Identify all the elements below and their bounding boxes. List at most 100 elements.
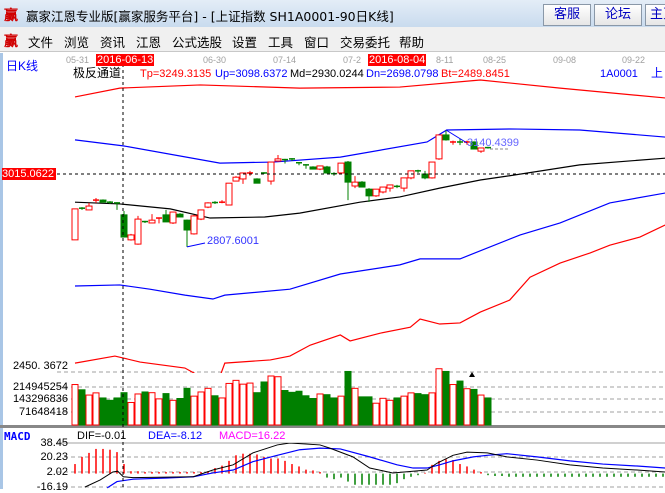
volume-bar (218, 397, 226, 426)
low-annotation: 2807.6001 (207, 235, 259, 247)
candle-body (435, 134, 443, 160)
dif-line (84, 443, 665, 488)
volume-bar (365, 396, 373, 426)
dea-line (106, 447, 665, 489)
menu-news[interactable]: 资讯 (100, 35, 126, 50)
menu-window[interactable]: 窗口 (304, 35, 330, 50)
low-annotation-line (186, 242, 206, 248)
volume-bar (470, 388, 478, 426)
volume-bar (260, 381, 268, 426)
menu-formula-screen[interactable]: 公式选股 (172, 35, 223, 50)
candle-body (309, 166, 317, 170)
volume-bar (456, 380, 464, 426)
tp-value: Tp=3249.3135 (140, 68, 212, 80)
volume-bar (400, 395, 408, 426)
candle-body (120, 214, 128, 238)
volume-bar (428, 392, 436, 426)
volume-axis-tick: 214945254 (12, 381, 68, 393)
volume-bar (148, 392, 156, 426)
volume-bar (78, 389, 86, 426)
volume-bar (106, 399, 114, 426)
volume-bar (211, 395, 219, 426)
candle-body (225, 182, 233, 206)
band-line-dn (74, 192, 665, 300)
volume-bar (99, 397, 107, 426)
volume-bar (92, 392, 100, 426)
volume-bar (274, 376, 282, 426)
date-label: 09-08 (553, 55, 577, 65)
customer-service-button[interactable]: 客服 (543, 4, 591, 26)
volume-bar (372, 402, 380, 426)
macd-label: MACD (4, 430, 31, 443)
candle-body (274, 158, 282, 162)
volume-bar (246, 382, 254, 426)
stock-name: 上 (651, 66, 664, 80)
volume-bar (141, 391, 149, 426)
candle-body (316, 165, 324, 170)
forum-button[interactable]: 论坛 (594, 4, 642, 26)
volume-bar (323, 394, 331, 426)
up-value: Up=3098.6372 (215, 68, 288, 80)
volume-bar (484, 397, 492, 426)
menu-browse[interactable]: 浏览 (64, 35, 90, 50)
candle-body (183, 219, 191, 231)
dea-value: DEA=-8.12 (148, 430, 203, 442)
candle-body (358, 181, 366, 188)
candle-body (365, 188, 373, 197)
candle-body (337, 162, 345, 174)
volume-bar (302, 395, 310, 426)
indicator-name: 极反通道 (73, 66, 122, 80)
window-title: 赢家江恩专业版[赢家服务平台] - [上证指数 SH1A0001-90日K线] (26, 9, 394, 24)
volume-bar (281, 390, 289, 426)
macd-axis-tick: 2.02 (46, 466, 68, 478)
high-annotation: 3140.4399 (467, 137, 519, 149)
menu-file[interactable]: 文件 (28, 35, 54, 50)
candle-body (127, 234, 135, 241)
volume-bar (176, 398, 184, 426)
band-line-tp (74, 79, 665, 99)
md-value: Md=2930.0244 (290, 68, 364, 80)
menu-tools[interactable]: 工具 (268, 35, 294, 50)
date-label: 07-14 (273, 55, 297, 65)
volume-bar (344, 370, 352, 426)
candle-body (232, 176, 240, 182)
menu-trade[interactable]: 交易委托 (340, 35, 391, 50)
candle-body (162, 214, 170, 223)
volume-bar (127, 401, 135, 426)
candle-body (148, 219, 156, 224)
date-label: 06-30 (203, 55, 227, 65)
volume-bar (239, 383, 247, 426)
volume-bar (407, 392, 415, 426)
menu-gann[interactable]: 江恩 (136, 35, 162, 50)
volume-bar (295, 390, 303, 426)
volume-bar (120, 392, 128, 426)
menu-help[interactable]: 帮助 (399, 35, 425, 50)
candle-body (323, 166, 331, 174)
menu-logo-icon[interactable]: 赢 (4, 34, 18, 50)
candle-body (351, 181, 359, 187)
left-edge (0, 53, 3, 489)
candle-body (386, 184, 394, 189)
macd-axis-tick: 20.23 (40, 451, 68, 463)
candle-body (372, 188, 380, 197)
band-line-bt (74, 224, 665, 373)
volume-bar (197, 391, 205, 426)
candle-body (71, 208, 79, 241)
volume-bar (85, 394, 93, 426)
candle-body (379, 186, 387, 193)
date-label: 07-2 (343, 55, 362, 65)
macd-value: MACD=16.22 (219, 430, 286, 442)
volume-bar (162, 393, 170, 426)
candle-body (190, 215, 198, 235)
menu-settings[interactable]: 设置 (232, 35, 258, 50)
volume-bar (330, 397, 338, 426)
crosshair-price-box: 3015.0622 (2, 168, 56, 180)
homepage-button[interactable]: 主页 (645, 4, 665, 26)
candle-body (428, 161, 436, 179)
candle-body (470, 141, 478, 150)
volume-bar (393, 397, 401, 426)
candle-body (442, 134, 450, 141)
volume-bar (288, 391, 296, 426)
period-label[interactable]: 日K线 (6, 59, 39, 73)
